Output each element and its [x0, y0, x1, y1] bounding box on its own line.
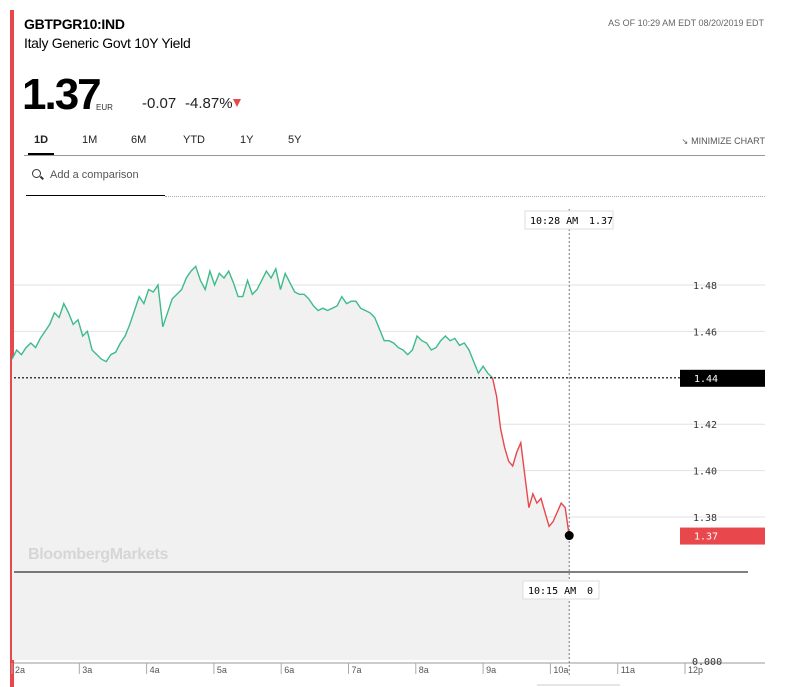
chart-area-fill — [12, 266, 570, 660]
price-change: -0.07 — [142, 95, 177, 112]
currency-label: EUR — [96, 103, 113, 112]
x-tick-label: 5a — [217, 665, 227, 675]
last-price: 1.37 — [22, 70, 102, 119]
tab-1d[interactable]: 1D — [28, 134, 55, 155]
ticker-symbol: GBTPGR10:IND — [24, 16, 125, 32]
crosshair-value-label: 1.37 — [589, 216, 613, 227]
minimize-chart-label: MINIMIZE CHART — [691, 136, 765, 146]
x-tick-label: 10a — [553, 665, 568, 675]
y-tick-label: 1.40 — [693, 467, 717, 478]
security-name: Italy Generic Govt 10Y Yield — [24, 35, 191, 51]
search-icon — [32, 169, 41, 178]
x-tick-label: 3a — [82, 665, 92, 675]
accent-bar — [10, 10, 14, 687]
minimize-chart-button[interactable]: ↘ MINIMIZE CHART — [681, 136, 765, 146]
volume-tooltip-box — [522, 580, 600, 600]
y-tick-label: 1.38 — [693, 513, 717, 524]
y-tick-label: 1.42 — [693, 420, 717, 431]
x-tick-label: 8a — [419, 665, 429, 675]
x-tick-label: 2a — [15, 665, 25, 675]
x-tick-label: 9a — [486, 665, 496, 675]
x-tick-label: 4a — [150, 665, 160, 675]
last-price-badge — [680, 527, 765, 545]
tab-1y[interactable]: 1Y — [240, 134, 254, 146]
x-tick-label: 12p — [688, 665, 703, 675]
chart-overlay: 1.44 1.37 10:28 AM 1.37 10:15 AM 0 — [14, 209, 765, 686]
down-arrow-icon — [233, 99, 241, 107]
crosshair-time-label: 10:28 AM — [530, 216, 578, 227]
volume-axis-label: 0.000 — [692, 657, 722, 668]
watermark-logo: BloombergMarkets — [28, 546, 169, 563]
tab-ytd[interactable]: YTD — [183, 134, 205, 146]
x-tick-label: 6a — [284, 665, 294, 675]
series-line-down — [491, 377, 570, 536]
comparison-divider — [165, 196, 765, 197]
price-change-percent: -4.87% — [185, 95, 233, 112]
crosshair-tooltip-box — [524, 210, 614, 230]
tab-1m[interactable]: 1M — [82, 134, 98, 146]
chart-series-lines — [11, 265, 570, 536]
minimize-icon: ↘ — [681, 137, 689, 146]
tab-6m[interactable]: 6M — [131, 134, 147, 146]
comparison-placeholder: Add a comparison — [50, 169, 139, 181]
timeframe-tabs: 1D 1M 6M YTD 1Y 5Y ↘ MINIMIZE CHART — [24, 134, 765, 156]
y-tick-label: 1.46 — [693, 327, 717, 338]
previous-close-label: 1.44 — [694, 374, 718, 385]
last-price-marker — [564, 531, 574, 541]
y-axis-ticks: 1.48 1.46 1.42 1.40 1.38 — [693, 281, 717, 524]
tab-5y[interactable]: 5Y — [288, 134, 302, 146]
volume-value-label: 0 — [587, 586, 593, 597]
series-line-up — [11, 265, 493, 379]
as-of-timestamp: AS OF 10:29 AM EDT 08/20/2019 EDT — [608, 18, 764, 28]
volume-time-label: 10:15 AM — [528, 586, 576, 597]
last-price-label: 1.37 — [694, 532, 718, 543]
x-tick-label: 7a — [352, 665, 362, 675]
x-tick-label: 11a — [621, 665, 635, 675]
comparison-search-input[interactable]: Add a comparison — [26, 162, 165, 196]
previous-close-badge — [680, 369, 765, 387]
y-tick-label: 1.48 — [693, 281, 717, 292]
